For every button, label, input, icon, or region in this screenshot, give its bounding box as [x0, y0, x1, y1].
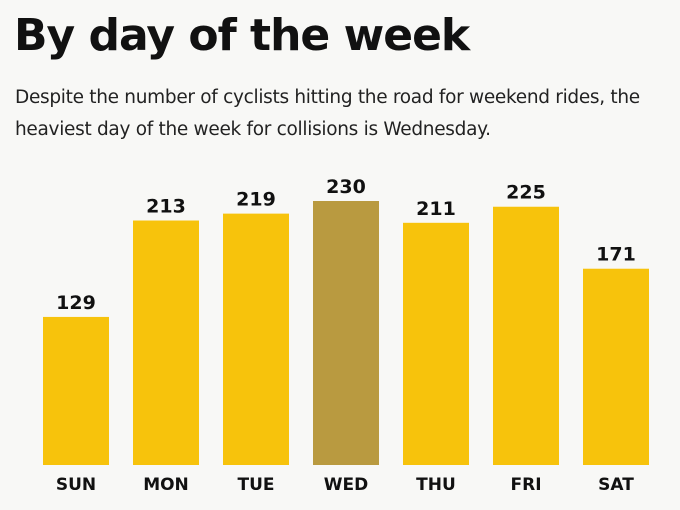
category-label-tue: TUE: [237, 475, 274, 495]
bar-sat: [583, 268, 649, 465]
category-label-thu: THU: [416, 475, 456, 495]
chart-subtitle: Despite the number of cyclists hitting t…: [15, 87, 640, 140]
category-label-fri: FRI: [510, 475, 541, 495]
bar-thu: [403, 222, 469, 465]
category-label-mon: MON: [143, 475, 189, 495]
data-label-sat: 171: [596, 244, 636, 266]
category-label-wed: WED: [324, 475, 368, 495]
bar-mon: [133, 220, 199, 465]
bar-fri: [493, 206, 559, 465]
bar-wed: [313, 201, 379, 465]
bar-sun: [43, 316, 109, 465]
data-label-tue: 219: [236, 189, 276, 211]
data-label-sun: 129: [56, 292, 96, 314]
data-label-fri: 225: [506, 182, 546, 204]
data-label-thu: 211: [416, 198, 456, 220]
category-label-sun: SUN: [56, 475, 96, 495]
data-label-wed: 230: [326, 176, 366, 198]
data-label-mon: 213: [146, 196, 186, 218]
chart-title: By day of the week: [14, 10, 470, 61]
bar-tue: [223, 213, 289, 465]
category-label-sat: SAT: [598, 475, 634, 495]
